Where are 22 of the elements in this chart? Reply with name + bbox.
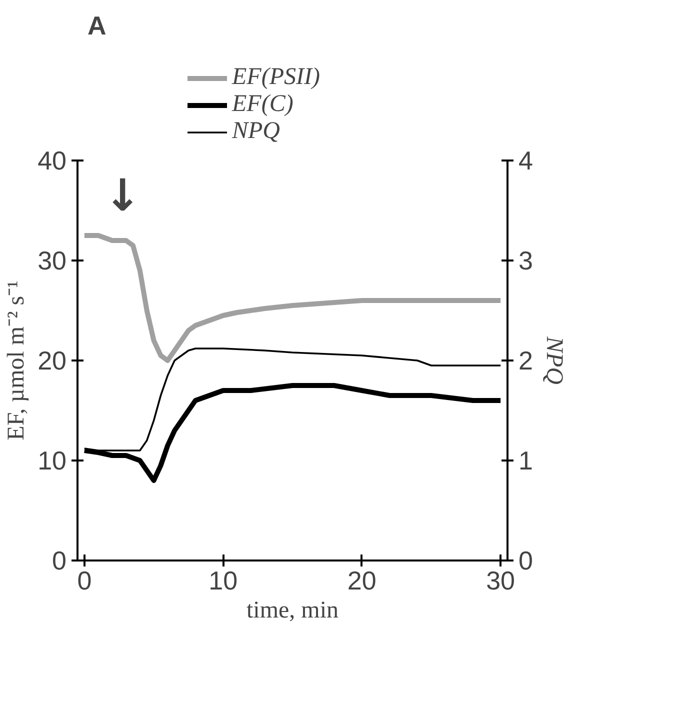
y-axis-title: EF, µmol m⁻² s⁻¹ bbox=[4, 280, 30, 440]
y2-tick-label: 3 bbox=[518, 246, 533, 276]
y2-tick-label: 1 bbox=[518, 446, 533, 476]
y2-tick-label: 2 bbox=[518, 346, 533, 376]
legend-label: EF(C) bbox=[232, 91, 294, 118]
annotation: ↓ bbox=[104, 170, 141, 222]
x-tick-label: 20 bbox=[347, 566, 376, 596]
y-tick-label: 20 bbox=[38, 346, 66, 376]
y2-axis-title: NPQ bbox=[540, 336, 567, 384]
x-tick-label: 0 bbox=[77, 566, 92, 596]
y-tick-label: 40 bbox=[38, 146, 66, 176]
y-tick-label: 30 bbox=[38, 246, 66, 276]
x-axis-title: time, min bbox=[246, 598, 339, 624]
legend-label: EF(PSII) bbox=[232, 64, 320, 91]
x-tick-label: 30 bbox=[486, 566, 516, 596]
text: A bbox=[88, 10, 106, 40]
y2-tick-label: 4 bbox=[518, 146, 533, 176]
y-tick-label: 0 bbox=[52, 546, 67, 576]
y2-tick-label: 0 bbox=[518, 546, 533, 576]
x-tick-label: 10 bbox=[208, 566, 238, 596]
legend-label: NPQ bbox=[232, 118, 280, 145]
y-tick-label: 10 bbox=[38, 446, 66, 476]
